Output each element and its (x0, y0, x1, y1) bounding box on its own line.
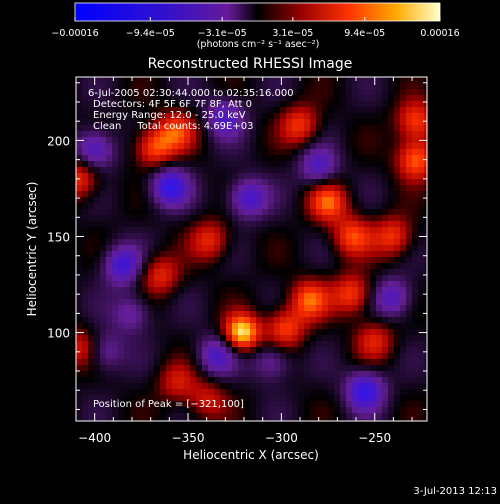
heatmap-image-container (76, 77, 427, 421)
y-tick-label: 200 (47, 134, 70, 148)
colorbar-tick-label: 9.4e−05 (344, 28, 385, 39)
colorbar-tick-label: 0.00016 (420, 28, 459, 39)
colorbar-ticks: −0.00016 −9.4e−05 −3.1e−05 3.1e−05 9.4e−05 0.… (51, 17, 460, 39)
colorbar-tick-label: −3.1e−05 (198, 28, 247, 39)
annotation-block: 6-Jul-2005 02:30:44.000 to 02:35:16.000 … (88, 88, 294, 132)
x-tick-label: −350 (172, 431, 205, 445)
annotation-detectors: Detectors: 4F 5F 6F 7F 8F, Att 0 (93, 99, 252, 110)
colorbar-unit-label: (photons cm⁻² s⁻¹ asec⁻²) (197, 39, 320, 50)
peak-position-label: Position of Peak = [−321,100] (93, 399, 244, 410)
x-tick-label: −250 (358, 431, 391, 445)
colorbar (74, 2, 441, 22)
x-tick-label: −400 (78, 431, 111, 445)
y-tick-label: 100 (47, 327, 70, 341)
colorbar-tick-label: −9.4e−05 (126, 28, 175, 39)
plot-frame (75, 76, 428, 422)
x-tick-label: −300 (265, 431, 298, 445)
x-axis-label: Heliocentric X (arcsec) (183, 448, 319, 462)
annotation-total-counts: Clean Total counts: 4.69E+03 (93, 121, 253, 132)
annotation-time-range: 6-Jul-2005 02:30:44.000 to 02:35:16.000 (88, 88, 294, 99)
x-axis: −400 −350 −300 −250 (78, 77, 413, 445)
colorbar-tick-label: 3.1e−05 (272, 28, 313, 39)
y-tick-label: 150 (47, 231, 70, 245)
footer-timestamp: 3-Jul-2013 12:13 (413, 486, 497, 497)
colorbar-tick-label: −0.00016 (51, 28, 98, 39)
y-axis: 100 150 200 (47, 82, 427, 410)
chart-title: Reconstructed RHESSI Image (148, 56, 353, 72)
heatmap-image (76, 77, 427, 421)
annotation-energy-range: Energy Range: 12.0 - 25.0 keV (93, 110, 246, 121)
y-axis-label: Heliocentric Y (arcsec) (25, 182, 39, 317)
